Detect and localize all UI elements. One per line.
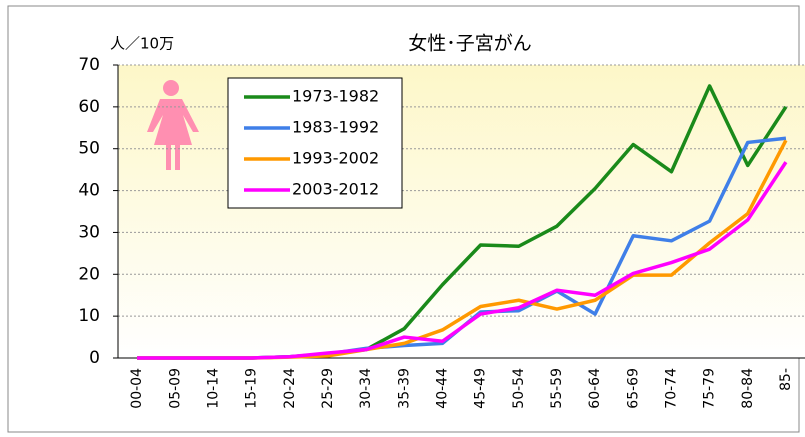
person-icon [147,80,199,170]
y-tick-label: 40 [78,181,100,201]
x-tick-label: 65-69 [625,368,641,409]
legend-label: 1993-2002 [292,149,379,168]
legend-box [227,77,403,209]
x-tick-label: 70-74 [663,368,679,409]
legend-label: 1973-1982 [292,87,379,106]
y-tick-label: 50 [78,139,100,159]
x-tick-label: 85- [778,368,794,391]
x-tick-label: 15-19 [244,368,260,409]
x-tick-label: 10-14 [205,368,221,409]
x-tick-label: 60-64 [587,368,603,409]
x-tick-label: 80-84 [740,368,756,409]
y-tick-label: 30 [78,222,100,242]
x-tick-label: 05-09 [167,368,183,409]
legend-label: 1983-1992 [292,118,379,137]
chart-title: 女性･子宮がん [408,33,532,55]
x-tick-label: 35-39 [396,368,412,409]
x-tick-label: 40-44 [434,368,450,409]
x-tick-label: 45-49 [473,368,489,409]
x-tick-label: 25-29 [320,368,336,409]
y-tick-label: 10 [78,306,100,326]
series-line [137,161,788,360]
x-tick-label: 20-24 [282,368,298,409]
y-tick-label: 70 [78,55,100,75]
y-tick-label: 20 [78,264,100,284]
x-tick-label: 55-59 [549,368,565,409]
x-tick-label: 30-34 [358,368,374,409]
x-tick-label: 75-79 [702,368,718,409]
x-tick-label: 00-04 [129,368,145,409]
plot-area [118,65,805,358]
y-axis-label: 人／10万 [110,35,174,53]
legend-label: 2003-2012 [292,180,379,199]
x-tick-label: 50-54 [511,368,527,409]
y-tick-label: 60 [78,97,100,117]
y-tick-label: 0 [89,348,100,368]
